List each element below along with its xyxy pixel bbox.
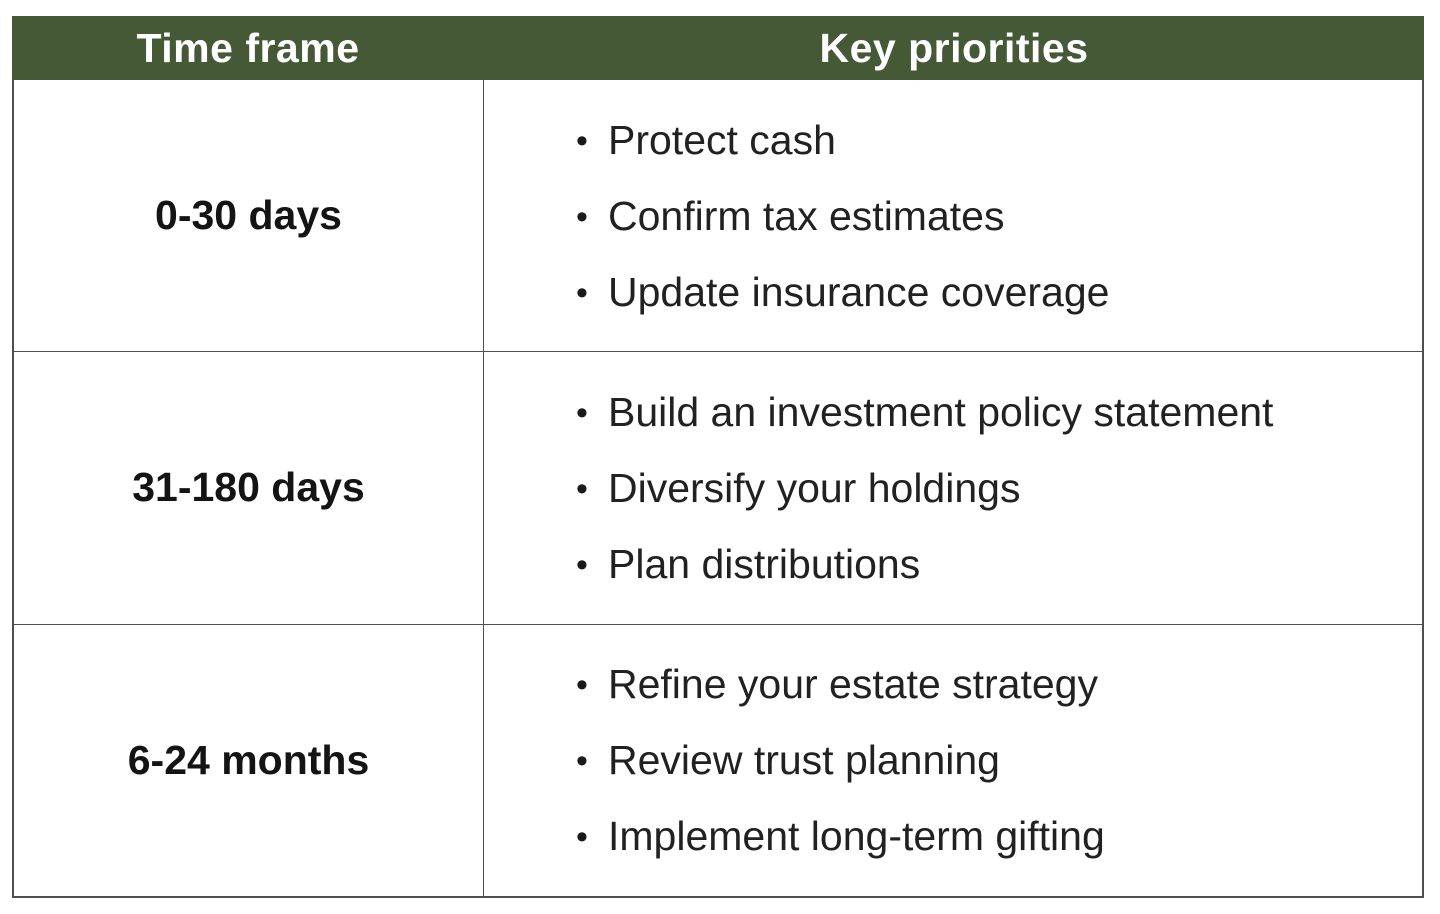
priority-item: Refine your estate strategy xyxy=(576,662,1105,707)
priority-item: Build an investment policy statement xyxy=(576,390,1273,435)
priorities-cell: Refine your estate strategy Review trust… xyxy=(484,625,1422,896)
table-row-0-30-days: 0-30 days Protect cash Confirm tax estim… xyxy=(14,80,1422,352)
priorities-list: Build an investment policy statement Div… xyxy=(484,390,1293,587)
table-row-31-180-days: 31-180 days Build an investment policy s… xyxy=(14,351,1422,624)
header-cell-key-priorities: Key priorities xyxy=(819,24,1089,71)
priorities-list: Refine your estate strategy Review trust… xyxy=(484,662,1125,859)
priority-item: Diversify your holdings xyxy=(576,466,1273,511)
timeframe-label: 0-30 days xyxy=(14,80,484,352)
timeframe-label: 6-24 months xyxy=(14,624,484,896)
table-header-row: Time frame Key priorities xyxy=(12,16,1424,80)
priority-item: Confirm tax estimates xyxy=(576,194,1109,239)
priority-item: Plan distributions xyxy=(576,542,1273,587)
priority-item: Protect cash xyxy=(576,118,1109,163)
table-row-6-24-months: 6-24 months Refine your estate strategy … xyxy=(14,623,1422,896)
priorities-table: Time frame Key priorities 0-30 days Prot… xyxy=(12,16,1424,898)
timeframe-label: 31-180 days xyxy=(14,352,484,624)
priority-item: Review trust planning xyxy=(576,738,1105,783)
header-cell-time-frame: Time frame xyxy=(136,24,360,71)
priorities-cell: Build an investment policy statement Div… xyxy=(484,352,1422,623)
priority-item: Implement long-term gifting xyxy=(576,814,1105,859)
priority-item: Update insurance coverage xyxy=(576,270,1109,315)
priorities-list: Protect cash Confirm tax estimates Updat… xyxy=(484,118,1129,315)
priorities-cell: Protect cash Confirm tax estimates Updat… xyxy=(484,80,1422,351)
table-body: 0-30 days Protect cash Confirm tax estim… xyxy=(14,80,1422,896)
